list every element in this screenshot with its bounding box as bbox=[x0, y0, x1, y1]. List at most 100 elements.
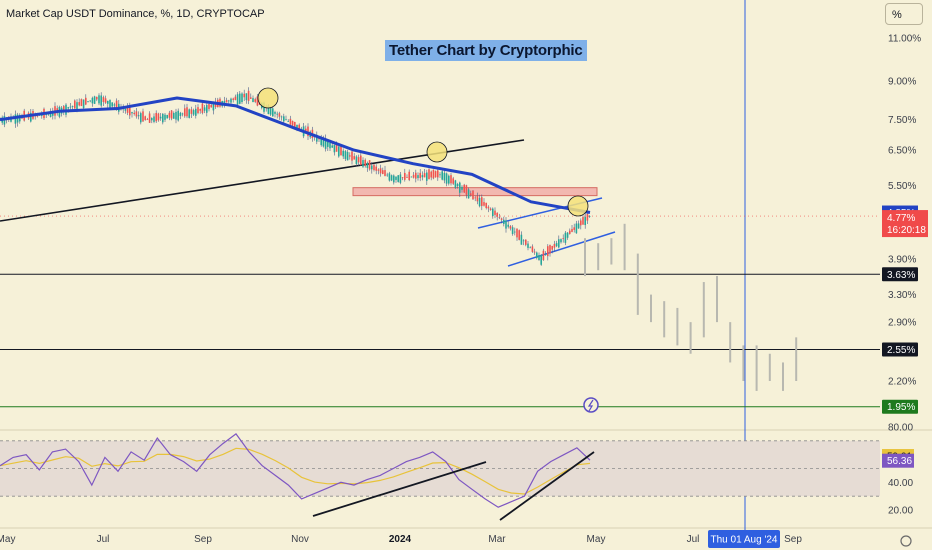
candle-body bbox=[157, 113, 160, 121]
candle-body bbox=[80, 99, 83, 106]
candle-body bbox=[558, 239, 560, 248]
candle-body bbox=[164, 114, 166, 120]
candle-body bbox=[234, 96, 237, 100]
rsi-tick-label: 20.00 bbox=[888, 506, 913, 517]
candle-body bbox=[366, 162, 369, 168]
candle-body bbox=[569, 230, 571, 234]
x-tick-label: May bbox=[587, 534, 606, 545]
x-tick-label: Mar bbox=[488, 534, 506, 545]
candle-body bbox=[241, 93, 243, 102]
price-candles[interactable] bbox=[0, 87, 591, 266]
candle-body bbox=[232, 98, 234, 100]
candle-body bbox=[324, 138, 327, 149]
x-tick-label: Jul bbox=[97, 534, 110, 545]
candle-body bbox=[582, 216, 584, 225]
candle-body bbox=[333, 144, 336, 153]
alert-clock-icon[interactable] bbox=[583, 397, 599, 413]
candle-body bbox=[373, 164, 375, 171]
level-tag-label: 1.95% bbox=[887, 402, 915, 413]
candle-body bbox=[430, 171, 432, 178]
candle-body bbox=[76, 102, 78, 110]
candle-body bbox=[206, 105, 208, 113]
candle-body bbox=[483, 202, 485, 206]
unit-toggle-button[interactable]: % bbox=[885, 3, 923, 25]
candle-body bbox=[245, 93, 248, 101]
rsi-pane[interactable] bbox=[0, 433, 880, 521]
candle-body bbox=[529, 247, 531, 249]
candle-body bbox=[210, 105, 212, 108]
candle-body bbox=[140, 113, 142, 123]
candle-body bbox=[96, 96, 98, 100]
annotation-banner[interactable]: Tether Chart by Cryptorphic bbox=[385, 40, 587, 61]
candle-body bbox=[448, 175, 450, 184]
candle-body bbox=[465, 185, 468, 195]
candle-body bbox=[239, 93, 241, 104]
candle-body bbox=[225, 100, 228, 103]
x-tick-label: Sep bbox=[784, 534, 802, 545]
candle-body bbox=[129, 105, 131, 116]
y-tick-label: 9.00% bbox=[888, 76, 916, 87]
candle-body bbox=[254, 99, 256, 102]
rsi-tick-label: 80.00 bbox=[888, 423, 913, 434]
candle-body bbox=[525, 239, 527, 245]
last-price-tag bbox=[882, 210, 928, 238]
candle-body bbox=[192, 110, 195, 115]
highlight-circle-3[interactable] bbox=[567, 195, 589, 217]
rsi-line[interactable] bbox=[0, 433, 591, 508]
candle-body bbox=[316, 134, 318, 142]
candle-body bbox=[113, 104, 116, 106]
moving-average-line[interactable] bbox=[0, 96, 591, 214]
candle-body bbox=[362, 160, 364, 167]
settings-gear-icon[interactable] bbox=[900, 535, 912, 547]
candle-body bbox=[78, 102, 80, 106]
candle-body bbox=[276, 113, 278, 115]
candle-body bbox=[474, 197, 476, 199]
candle-body bbox=[142, 111, 144, 122]
candle-body bbox=[104, 98, 107, 103]
candle-body bbox=[577, 223, 580, 229]
candle-body bbox=[131, 112, 133, 114]
rsi-ma-line[interactable] bbox=[0, 447, 591, 495]
candle-body bbox=[408, 171, 410, 181]
rsi-tag bbox=[882, 453, 914, 468]
resistance-zone[interactable] bbox=[352, 187, 598, 197]
crosshair-date-tag bbox=[708, 530, 780, 548]
candle-body bbox=[126, 106, 129, 113]
y-tick-label: 5.50% bbox=[888, 181, 916, 192]
candle-body bbox=[527, 243, 529, 248]
highlight-circle-2[interactable] bbox=[426, 141, 448, 163]
candle-body bbox=[355, 156, 358, 165]
candle-body bbox=[507, 224, 509, 227]
candle-body bbox=[401, 177, 404, 179]
candle-body bbox=[428, 169, 430, 180]
candle-body bbox=[351, 151, 353, 161]
rsi-trendline-1[interactable] bbox=[312, 461, 487, 517]
x-tick-label: May bbox=[0, 534, 15, 545]
candle-body bbox=[49, 111, 52, 117]
channel-lower-line[interactable] bbox=[507, 231, 616, 267]
candle-body bbox=[382, 170, 384, 175]
candle-body bbox=[580, 220, 582, 226]
y-tick-label: 3.30% bbox=[888, 290, 916, 301]
y-tick-label: 6.50% bbox=[888, 146, 916, 157]
candle-body bbox=[564, 232, 567, 243]
candle-body bbox=[175, 111, 177, 120]
candle-body bbox=[571, 228, 573, 232]
candle-body bbox=[256, 96, 259, 106]
candle-body bbox=[456, 184, 459, 187]
candle-body bbox=[560, 239, 562, 243]
time-axis[interactable]: May Jul Sep Nov 2024 Mar May Jul Sep Thu 01 Aug '… bbox=[0, 530, 912, 548]
candle-body bbox=[146, 119, 149, 121]
candle-body bbox=[342, 150, 344, 157]
price-axis[interactable]: 11.00% 9.00% 7.50% 6.50% 5.50% 3.90% 3.30% 2.90… bbox=[882, 34, 928, 517]
rsi-trendline-2[interactable] bbox=[499, 451, 595, 521]
crosshair-date-label: Thu 01 Aug '24 bbox=[711, 535, 778, 546]
candle-body bbox=[212, 103, 215, 111]
highlight-circle-1[interactable] bbox=[257, 87, 279, 109]
x-tick-label: 2024 bbox=[389, 534, 412, 545]
candle-body bbox=[492, 208, 494, 216]
candle-body bbox=[230, 98, 232, 103]
candle-body bbox=[540, 255, 542, 265]
y-tick-label: 3.90% bbox=[888, 254, 916, 265]
